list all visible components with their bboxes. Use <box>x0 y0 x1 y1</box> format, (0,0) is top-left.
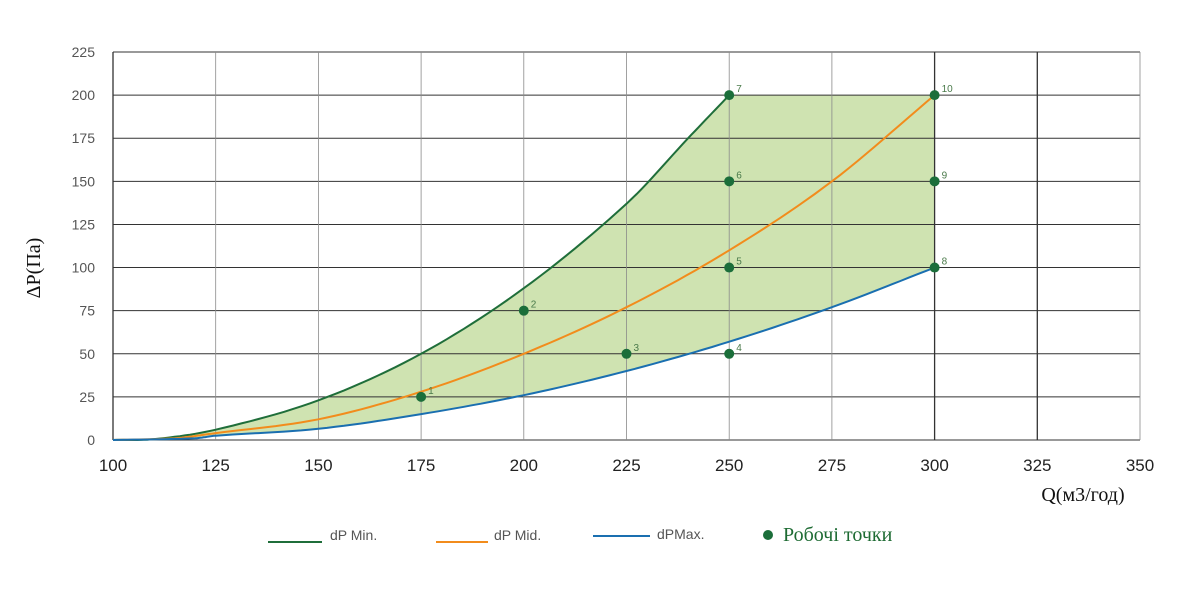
x-tick-labels: 100 125 150 175 200 225 250 275 300 325 350 <box>99 456 1154 475</box>
legend-label-dp-mid: dP Mid. <box>494 527 541 543</box>
working-point-label-6: 6 <box>736 170 742 181</box>
x-tick-label: 350 <box>1126 456 1154 475</box>
working-point-2 <box>518 305 529 316</box>
y-tick-label: 0 <box>87 432 95 448</box>
working-point-label-8: 8 <box>942 257 948 268</box>
x-tick-label: 325 <box>1023 456 1051 475</box>
series-line-dp-mid <box>112 94 936 441</box>
y-tick-label: 150 <box>72 173 96 189</box>
y-tick-labels: 0 25 50 75 100 125 150 175 200 225 <box>72 44 96 448</box>
working-point-1 <box>416 391 427 402</box>
grid <box>112 51 1141 441</box>
working-point-8 <box>929 262 940 273</box>
x-tick-label: 100 <box>99 456 127 475</box>
legend-label-dp-max: dPMax. <box>657 526 704 542</box>
x-tick-label: 200 <box>510 456 538 475</box>
working-points: 1 2 3 4 5 6 7 8 9 10 <box>416 84 953 402</box>
working-point-label-10: 10 <box>942 84 954 95</box>
x-tick-label: 250 <box>715 456 743 475</box>
working-point-label-4: 4 <box>736 343 742 354</box>
working-point-10 <box>929 90 940 101</box>
working-point-7 <box>724 90 735 101</box>
y-tick-label: 200 <box>72 87 96 103</box>
working-point-5 <box>724 262 735 273</box>
working-point-6 <box>724 176 735 187</box>
x-axis-label: Q(м3/год) <box>1041 484 1124 506</box>
working-point-9 <box>929 176 940 187</box>
x-tick-label: 175 <box>407 456 435 475</box>
x-tick-label: 225 <box>612 456 640 475</box>
y-tick-label: 225 <box>72 44 96 60</box>
y-axis-label: ΔP(Па) <box>23 238 45 299</box>
series-line-dp-max <box>112 266 935 441</box>
legend-label-working-points: Робочі точки <box>783 524 893 546</box>
y-tick-label: 25 <box>79 389 95 405</box>
working-point-label-1: 1 <box>428 386 434 397</box>
x-tick-label: 275 <box>818 456 846 475</box>
y-tick-label: 175 <box>72 130 96 146</box>
x-tick-label: 125 <box>202 456 230 475</box>
x-tick-label: 150 <box>304 456 332 475</box>
series-line-dp-min <box>112 94 730 441</box>
working-point-3 <box>621 348 632 359</box>
series-lines <box>112 94 936 441</box>
working-point-label-3: 3 <box>634 343 640 354</box>
legend-swatch-working-points <box>763 530 773 540</box>
working-point-label-9: 9 <box>942 170 948 181</box>
working-point-label-2: 2 <box>531 300 537 311</box>
working-point-label-7: 7 <box>736 84 742 95</box>
y-tick-label: 100 <box>72 260 96 276</box>
x-tick-label: 300 <box>920 456 948 475</box>
legend: dP Min. dP Mid. dPMax. Робочі точки <box>268 524 893 546</box>
legend-label-dp-min: dP Min. <box>330 527 377 543</box>
y-tick-label: 125 <box>72 216 96 232</box>
y-tick-label: 50 <box>79 346 95 362</box>
working-point-label-5: 5 <box>736 257 742 268</box>
y-tick-label: 75 <box>79 303 95 319</box>
working-point-4 <box>724 348 735 359</box>
